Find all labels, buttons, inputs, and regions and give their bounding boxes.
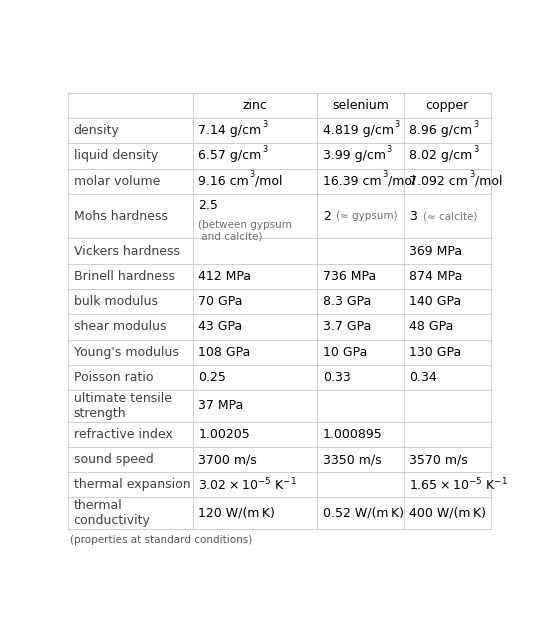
Text: (between gypsum
 and calcite): (between gypsum and calcite) [198, 220, 292, 241]
Text: density: density [74, 124, 119, 137]
Text: 3: 3 [409, 209, 417, 223]
Text: 3350 m/s: 3350 m/s [323, 453, 382, 466]
Text: Vickers hardness: Vickers hardness [74, 245, 180, 257]
Text: 3: 3 [262, 145, 268, 154]
Text: Poisson ratio: Poisson ratio [74, 371, 153, 384]
Text: 7.092 cm: 7.092 cm [409, 175, 468, 187]
Text: 10 GPa: 10 GPa [323, 346, 367, 358]
Text: bulk modulus: bulk modulus [74, 295, 158, 308]
Text: copper: copper [426, 99, 469, 112]
Text: 3700 m/s: 3700 m/s [198, 453, 257, 466]
Text: thermal
conductivity: thermal conductivity [74, 499, 150, 528]
Text: Mohs hardness: Mohs hardness [74, 209, 167, 223]
Text: 8.02 g/cm: 8.02 g/cm [409, 150, 473, 162]
Text: Brinell hardness: Brinell hardness [74, 270, 174, 283]
Text: 2.5: 2.5 [198, 199, 218, 213]
Text: zinc: zinc [243, 99, 268, 112]
Text: refractive index: refractive index [74, 428, 172, 441]
Text: 0.25: 0.25 [198, 371, 226, 384]
Text: 400 W/(m K): 400 W/(m K) [409, 507, 486, 520]
Text: molar volume: molar volume [74, 175, 160, 187]
Text: selenium: selenium [332, 99, 389, 112]
Text: 4.819 g/cm: 4.819 g/cm [323, 124, 394, 137]
Text: 3.7 GPa: 3.7 GPa [323, 321, 371, 333]
Text: (≈ calcite): (≈ calcite) [423, 211, 477, 221]
Text: /mol: /mol [256, 175, 283, 187]
Text: $3.02\times10^{-5}$ K$^{-1}$: $3.02\times10^{-5}$ K$^{-1}$ [198, 476, 297, 493]
Text: 369 MPa: 369 MPa [409, 245, 463, 257]
Text: liquid density: liquid density [74, 150, 158, 162]
Text: 37 MPa: 37 MPa [198, 399, 244, 413]
Text: 108 GPa: 108 GPa [198, 346, 251, 358]
Text: 1.000895: 1.000895 [323, 428, 383, 441]
Text: 0.52 W/(m K): 0.52 W/(m K) [323, 507, 404, 520]
Text: sound speed: sound speed [74, 453, 153, 466]
Text: 16.39 cm: 16.39 cm [323, 175, 382, 187]
Text: 7.14 g/cm: 7.14 g/cm [198, 124, 262, 137]
Text: 0.34: 0.34 [409, 371, 437, 384]
Text: 130 GPa: 130 GPa [409, 346, 462, 358]
Text: 3: 3 [382, 170, 387, 179]
Text: 9.16 cm: 9.16 cm [198, 175, 249, 187]
Text: $1.65\times10^{-5}$ K$^{-1}$: $1.65\times10^{-5}$ K$^{-1}$ [409, 476, 508, 493]
Text: shear modulus: shear modulus [74, 321, 166, 333]
Text: /mol: /mol [475, 175, 502, 187]
Text: (properties at standard conditions): (properties at standard conditions) [70, 535, 252, 545]
Text: thermal expansion: thermal expansion [74, 478, 190, 492]
Text: 2: 2 [323, 209, 331, 223]
Text: (≈ gypsum): (≈ gypsum) [336, 211, 398, 221]
Text: 0.33: 0.33 [323, 371, 350, 384]
Text: 3: 3 [386, 145, 392, 154]
Text: 8.96 g/cm: 8.96 g/cm [409, 124, 473, 137]
Text: 3: 3 [250, 170, 255, 179]
Text: 3.99 g/cm: 3.99 g/cm [323, 150, 386, 162]
Text: 412 MPa: 412 MPa [198, 270, 251, 283]
Text: 1.00205: 1.00205 [198, 428, 250, 441]
Text: 3: 3 [469, 170, 474, 179]
Text: 3: 3 [262, 120, 267, 129]
Text: 8.3 GPa: 8.3 GPa [323, 295, 371, 308]
Text: 120 W/(m K): 120 W/(m K) [198, 507, 275, 520]
Text: 48 GPa: 48 GPa [409, 321, 454, 333]
Text: 70 GPa: 70 GPa [198, 295, 243, 308]
Text: 43 GPa: 43 GPa [198, 321, 243, 333]
Text: 140 GPa: 140 GPa [409, 295, 462, 308]
Text: 6.57 g/cm: 6.57 g/cm [198, 150, 262, 162]
Text: /mol: /mol [388, 175, 415, 187]
Text: 3: 3 [395, 120, 400, 129]
Text: 3: 3 [474, 145, 479, 154]
Text: 3570 m/s: 3570 m/s [409, 453, 468, 466]
Text: 736 MPa: 736 MPa [323, 270, 376, 283]
Text: Young's modulus: Young's modulus [74, 346, 179, 358]
Text: ultimate tensile
strength: ultimate tensile strength [74, 392, 172, 420]
Text: 3: 3 [474, 120, 479, 129]
Text: 874 MPa: 874 MPa [409, 270, 463, 283]
